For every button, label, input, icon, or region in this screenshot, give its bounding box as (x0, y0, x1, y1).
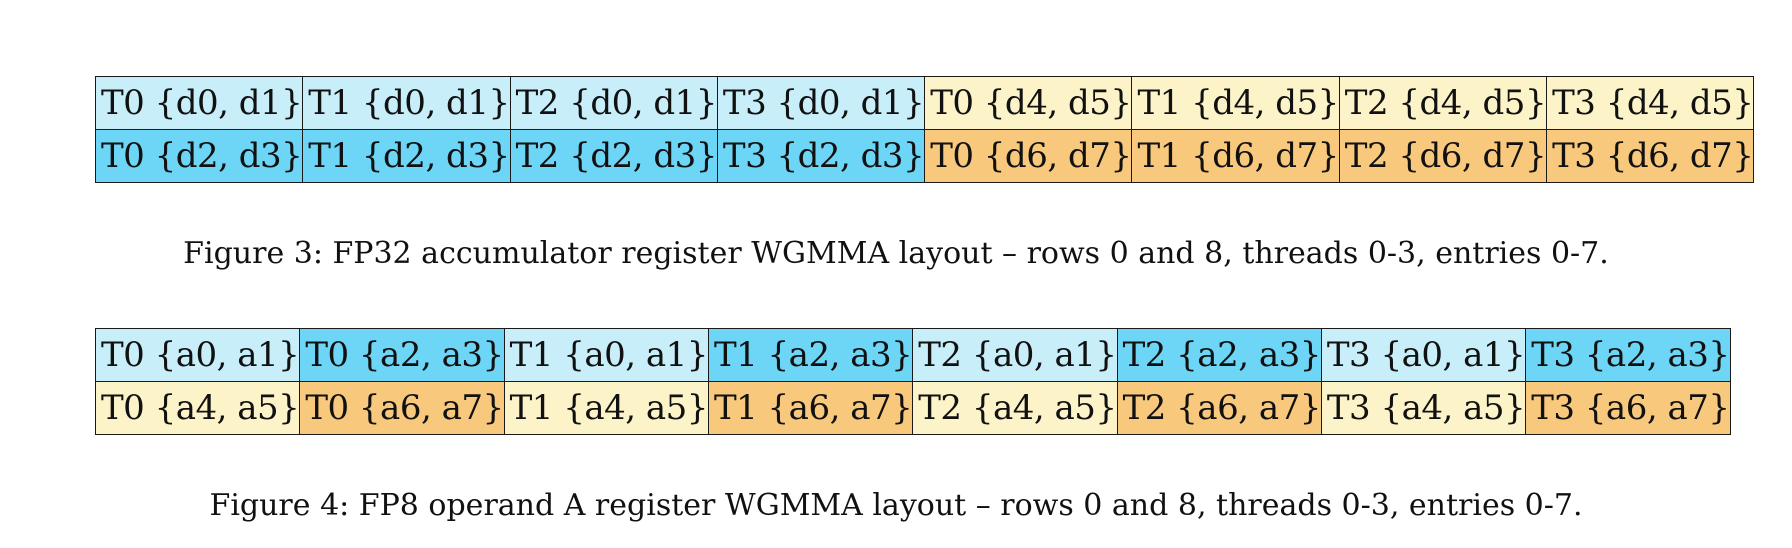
register-cell: T3 {a0, a1} (1320, 328, 1527, 382)
register-cell: T0 {d0, d1} (94, 76, 304, 130)
register-cell: T1 {d0, d1} (302, 76, 511, 130)
register-cell: T3 {d6, d7} (1546, 129, 1755, 183)
table-row: T0 {a0, a1} T0 {a2, a3} T1 {a0, a1} T1 {… (94, 328, 1731, 382)
register-cell: T1 {d2, d3} (302, 129, 511, 183)
register-cell: T2 {d4, d5} (1338, 76, 1548, 130)
register-cell: T2 {a4, a5} (912, 381, 1118, 435)
register-cell: T1 {a4, a5} (503, 381, 709, 435)
register-cell: T1 {a0, a1} (503, 328, 709, 382)
register-cell: T2 {a6, a7} (1116, 381, 1322, 435)
register-cell: T3 {a4, a5} (1320, 381, 1527, 435)
register-cell: T3 {d2, d3} (716, 129, 926, 183)
register-cell: T2 {a2, a3} (1116, 328, 1322, 382)
register-cell: T0 {d2, d3} (94, 129, 304, 183)
register-cell: T3 {d0, d1} (716, 76, 926, 130)
figure-3-caption: Figure 3: FP32 accumulator register WGMM… (183, 236, 1609, 271)
register-cell: T1 {a2, a3} (707, 328, 914, 382)
register-cell: T1 {a6, a7} (707, 381, 914, 435)
register-cell: T3 {d4, d5} (1546, 76, 1755, 130)
register-cell: T0 {d4, d5} (924, 76, 1133, 130)
register-cell: T0 {a2, a3} (299, 328, 505, 382)
register-cell: T2 {d6, d7} (1338, 129, 1548, 183)
register-cell: T2 {a0, a1} (912, 328, 1118, 382)
table-row: T0 {d0, d1} T1 {d0, d1} T2 {d0, d1} T3 {… (94, 76, 1755, 130)
register-cell: T0 {a6, a7} (299, 381, 505, 435)
register-cell: T0 {a0, a1} (94, 328, 301, 382)
fp8-operand-a-layout-table: T0 {a0, a1} T0 {a2, a3} T1 {a0, a1} T1 {… (94, 328, 1731, 435)
register-cell: T1 {d6, d7} (1131, 129, 1340, 183)
register-cell: T0 {a4, a5} (94, 381, 301, 435)
register-cell: T1 {d4, d5} (1131, 76, 1340, 130)
table-row: T0 {d2, d3} T1 {d2, d3} T2 {d2, d3} T3 {… (94, 129, 1755, 183)
register-cell: T2 {d0, d1} (509, 76, 718, 130)
register-cell: T3 {a6, a7} (1525, 381, 1731, 435)
register-cell: T2 {d2, d3} (509, 129, 718, 183)
register-cell: T3 {a2, a3} (1525, 328, 1731, 382)
table-row: T0 {a4, a5} T0 {a6, a7} T1 {a4, a5} T1 {… (94, 381, 1731, 435)
register-cell: T0 {d6, d7} (924, 129, 1133, 183)
figure-4-caption: Figure 4: FP8 operand A register WGMMA l… (209, 488, 1583, 523)
fp32-accumulator-layout-table: T0 {d0, d1} T1 {d0, d1} T2 {d0, d1} T3 {… (94, 76, 1755, 183)
